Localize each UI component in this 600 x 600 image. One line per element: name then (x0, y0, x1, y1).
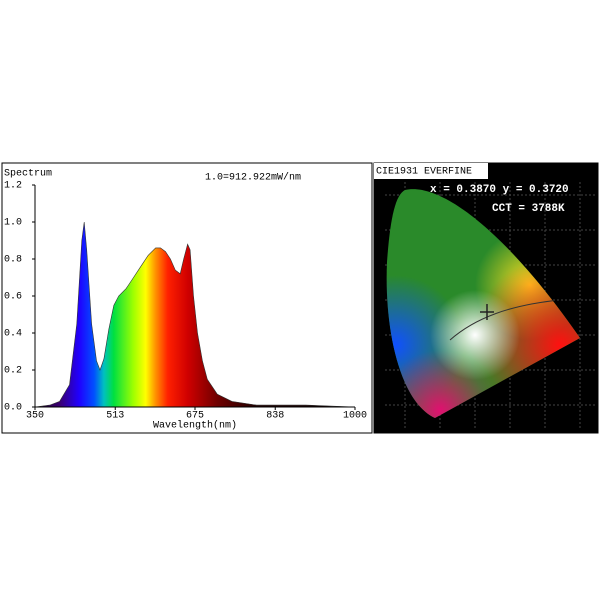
y-tick-label: 0.8 (4, 255, 22, 266)
spectrum-area (35, 222, 355, 407)
y-tick-label: 1.0 (4, 218, 22, 229)
y-tick-label: 1.2 (4, 181, 22, 192)
annotation: 1.0=912.922mW/nm (205, 172, 301, 184)
x-axis-label: Wavelength(nm) (153, 420, 237, 432)
x-tick-label: 675 (186, 411, 204, 422)
cie-title-box (374, 163, 488, 179)
x-tick-label: 513 (106, 411, 124, 422)
y-tick-label: 0.4 (4, 329, 22, 340)
x-tick-label: 1000 (343, 411, 367, 422)
cie-point (480, 304, 494, 320)
x-tick-label: 350 (26, 411, 44, 422)
chart-title: Spectrum (4, 169, 52, 180)
y-tick-label: 0.6 (4, 292, 22, 303)
spectrum-line (34, 221, 356, 408)
y-tick-label: 0.0 (4, 403, 22, 414)
cie-annotation: CCT = 3788K (492, 203, 565, 215)
x-tick-label: 838 (266, 411, 284, 422)
cie-title: CIE1931 EVERFINE (376, 167, 472, 178)
y-tick-label: 0.2 (4, 366, 22, 377)
cie-annotation: x = 0.3870 y = 0.3720 (430, 184, 569, 196)
